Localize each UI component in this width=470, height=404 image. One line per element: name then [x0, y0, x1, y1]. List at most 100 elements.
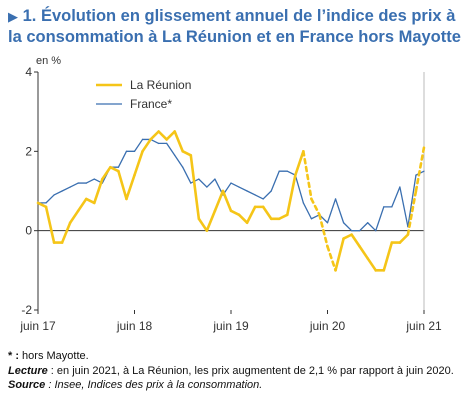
france-line-segment [367, 222, 377, 232]
reunion-line-segment [76, 197, 88, 213]
france-line-segment [230, 182, 240, 188]
reunion-line-segment [318, 213, 329, 248]
reunion-line-segment [334, 237, 345, 272]
france-line-segment [69, 182, 79, 188]
reunion-line-segment [310, 197, 321, 217]
reunion-line-segment [125, 173, 136, 201]
reunion-line-segment [382, 241, 394, 272]
reunion-line-segment [285, 173, 297, 217]
reunion-line-segment [277, 213, 289, 221]
france-line-segment [302, 202, 313, 220]
y-tick-label: -2 [21, 303, 32, 317]
france-line-segment [117, 150, 128, 168]
source-note: Source : Insee, Indices des prix à la co… [8, 378, 464, 393]
footnote-text: hors Mayotte. [19, 350, 89, 362]
reunion-line-segment [366, 257, 378, 272]
reunion-line-segment [84, 197, 96, 205]
reunion-line-segment [294, 150, 305, 177]
france-line-segment [246, 190, 256, 196]
reunion-line-segment [157, 130, 168, 141]
lecture-label: Lecture [8, 364, 48, 377]
x-tick-label: juin 18 [116, 319, 153, 333]
france-line-segment [326, 198, 337, 224]
y-tick-label: 0 [25, 224, 32, 238]
reunion-line-segment [92, 177, 104, 205]
x-tick-label: juin 20 [309, 319, 346, 333]
x-tick-label: juin 17 [19, 319, 56, 333]
footnote-mark: * : [8, 350, 19, 362]
reunion-line-segment [229, 209, 241, 217]
reunion-line-segment [149, 130, 160, 141]
footnote: * : hors Mayotte. [8, 349, 464, 364]
lecture-text: : en juin 2021, à La Réunion, les prix a… [47, 364, 454, 377]
france-line-segment [359, 222, 369, 232]
france-line-segment [182, 166, 192, 184]
reunion-line-segment [237, 213, 249, 225]
reunion-line-segment [197, 217, 209, 232]
france-line-segment [254, 194, 264, 200]
reunion-line-segment [68, 209, 80, 225]
y-tick-label: 4 [25, 65, 32, 79]
france-line-segment [174, 154, 184, 168]
reunion-line-segment [398, 233, 410, 244]
x-tick-label: juin 21 [405, 319, 442, 333]
y-axis-label: en % [36, 55, 61, 67]
reunion-line-segment [101, 165, 112, 181]
france-line-segment [133, 138, 144, 152]
france-line-segment [310, 214, 321, 220]
chart-title: ▶ 1. Évolution en glissement annuel de l… [8, 6, 464, 48]
reunion-line-segment [213, 189, 225, 213]
title-text: 1. Évolution en glissement annuel de l’i… [8, 7, 461, 46]
reunion-line-segment [221, 189, 233, 213]
reunion-line-segment [36, 201, 48, 209]
reunion-line-segment [189, 154, 201, 221]
reunion-line-segment [358, 245, 370, 260]
france-line-segment [399, 186, 409, 228]
source-text: : Insee, Indices des prix à la consommat… [45, 379, 263, 391]
reunion-line-segment [406, 189, 418, 236]
france-line-segment [262, 190, 272, 200]
france-line-segment [334, 198, 345, 224]
reunion-line-segment [141, 138, 152, 153]
y-tick-label: 2 [25, 144, 32, 158]
france-line-segment [53, 190, 63, 196]
reunion-line-segment [117, 169, 128, 201]
france-line-segment [342, 222, 353, 232]
legend-label: France* [130, 97, 172, 111]
france-line-segment [166, 142, 176, 156]
reunion-line-segment [350, 233, 361, 248]
france-line-segment [238, 186, 248, 192]
line-chart: -2 0 2 4 en % juin 17 juin 18 juin 19 juin 20 jui… [19, 55, 442, 333]
reunion-line-segment [261, 205, 273, 221]
france-line-segment [61, 186, 71, 192]
france-line-segment [85, 178, 95, 184]
france-line-segment [45, 194, 55, 204]
legend-label: La Réunion [130, 78, 191, 92]
france-line-segment [198, 178, 208, 188]
reunion-line-segment [181, 150, 193, 157]
reunion-line-segment [60, 221, 72, 244]
france-line-segment [407, 174, 417, 228]
source-label: Source [8, 379, 46, 391]
reunion-line-segment [245, 205, 257, 225]
chart-notes: * : hors Mayotte. Lecture : en juin 2021… [8, 349, 464, 393]
france-line-segment [149, 138, 160, 145]
reunion-line-segment [165, 130, 177, 141]
france-line-segment [286, 170, 296, 176]
france-line-segment [294, 174, 305, 204]
france-line-segment [391, 186, 401, 208]
reunion-line-segment [342, 233, 353, 240]
france-line-segment [270, 170, 280, 192]
reunion-line-segment [302, 150, 313, 201]
title-arrow-icon: ▶ [8, 9, 18, 24]
lecture-note: Lecture : en juin 2021, à La Réunion, le… [8, 364, 464, 379]
x-tick-label: juin 19 [212, 319, 249, 333]
reunion-line-segment [326, 245, 337, 272]
reunion-line-segment [109, 165, 120, 173]
reunion-line-segment [414, 146, 426, 193]
reunion-line-segment [205, 209, 217, 232]
reunion-line-segment [133, 150, 144, 177]
reunion-line-segment [173, 130, 185, 153]
france-line-segment [375, 206, 385, 232]
france-line-segment [206, 178, 216, 188]
